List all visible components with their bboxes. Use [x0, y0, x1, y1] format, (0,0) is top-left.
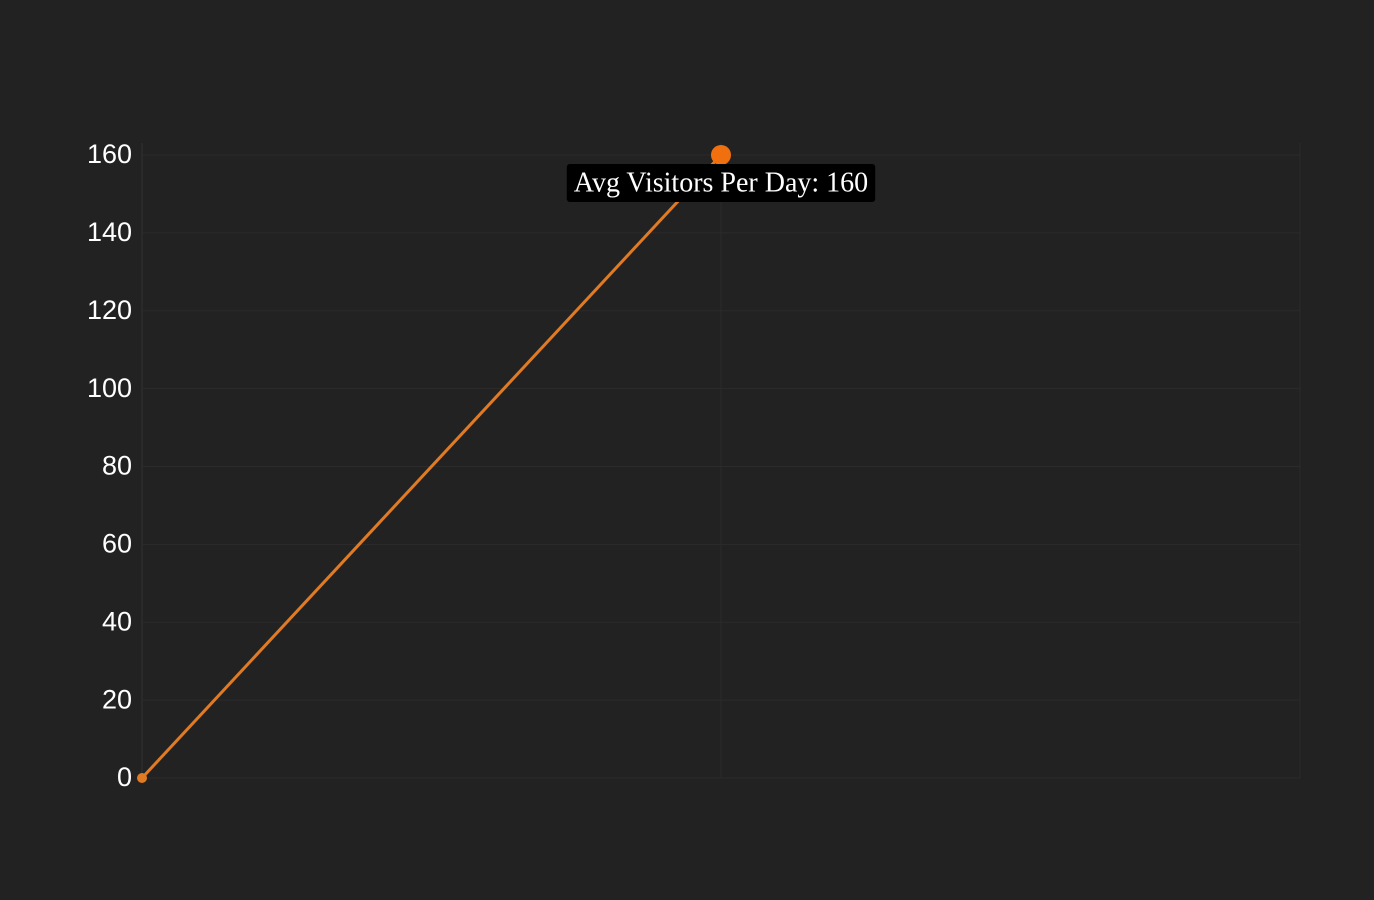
- y-tick-label: 40: [102, 606, 132, 636]
- point: [137, 773, 147, 783]
- y-tick-label: 20: [102, 684, 132, 714]
- y-tick-label: 120: [87, 295, 132, 325]
- point: [711, 145, 731, 165]
- y-tick-label: 140: [87, 217, 132, 247]
- y-tick-label: 60: [102, 529, 132, 559]
- y-tick-label: 80: [102, 451, 132, 481]
- y-tick-label: 0: [117, 762, 132, 792]
- tooltip-box: [566, 164, 876, 202]
- y-tick-label: 160: [87, 139, 132, 169]
- tooltip-text: Avg Visitors Per Day: 160: [574, 167, 868, 198]
- line: [140, 153, 723, 780]
- y-tick-label: 100: [87, 373, 132, 403]
